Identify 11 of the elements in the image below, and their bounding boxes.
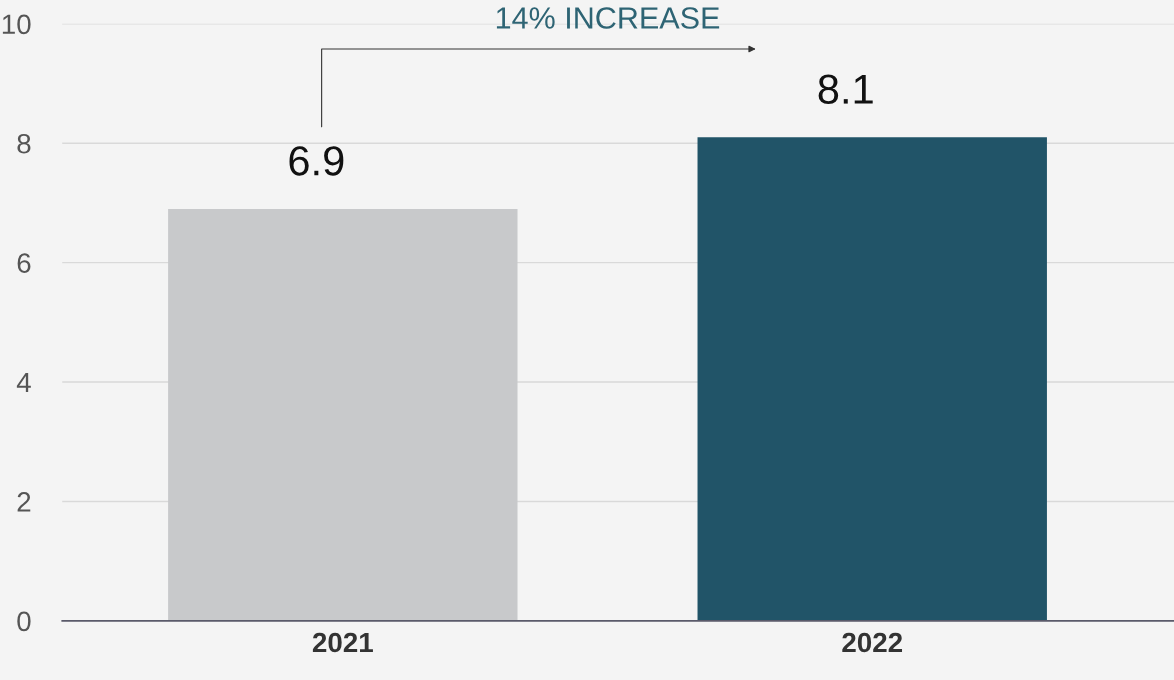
y-tick-label: 2 [17, 492, 31, 512]
y-tick-label: 10 [2, 14, 31, 35]
y-tick-label: 8 [17, 133, 31, 154]
data-label: 6.9 [289, 146, 344, 176]
data-label: 8.1 [818, 74, 873, 104]
annotation: 14% INCREASE [496, 7, 720, 29]
y-tick-label: 6 [17, 253, 31, 273]
x-tick-label: 2021 [312, 632, 373, 653]
y-tick-label: 0 [17, 611, 31, 632]
x-tick-label: 2022 [842, 632, 903, 653]
y-tick-label: 4 [16, 372, 31, 393]
